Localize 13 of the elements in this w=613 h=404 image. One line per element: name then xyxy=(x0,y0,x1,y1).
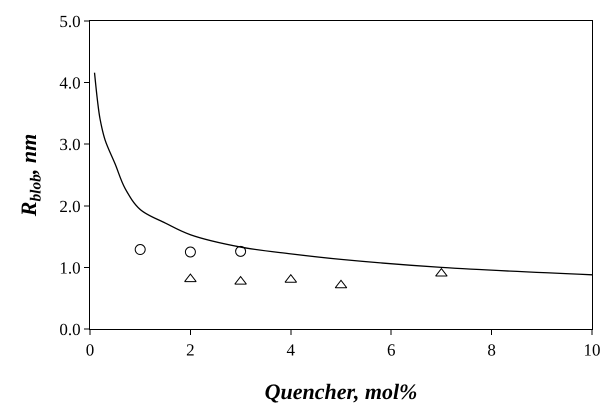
y-tick-label: 0.0 xyxy=(59,320,81,339)
y-tick-label: 4.0 xyxy=(59,74,81,93)
x-tick-label: 6 xyxy=(386,340,396,360)
y-tick-label: 5.0 xyxy=(59,12,81,31)
x-axis-title: Quencher, mol% xyxy=(264,379,418,404)
x-tick-label: 2 xyxy=(186,340,195,360)
x-tick-label: 4 xyxy=(286,340,296,360)
y-tick-label: 2.0 xyxy=(59,196,81,216)
y-tick-label: 1.0 xyxy=(59,258,81,278)
x-tick-label: 8 xyxy=(487,340,496,360)
x-tick-label: 10 xyxy=(584,340,600,360)
x-tick-label: 0 xyxy=(86,340,94,360)
y-tick-label: 3.0 xyxy=(59,135,81,154)
